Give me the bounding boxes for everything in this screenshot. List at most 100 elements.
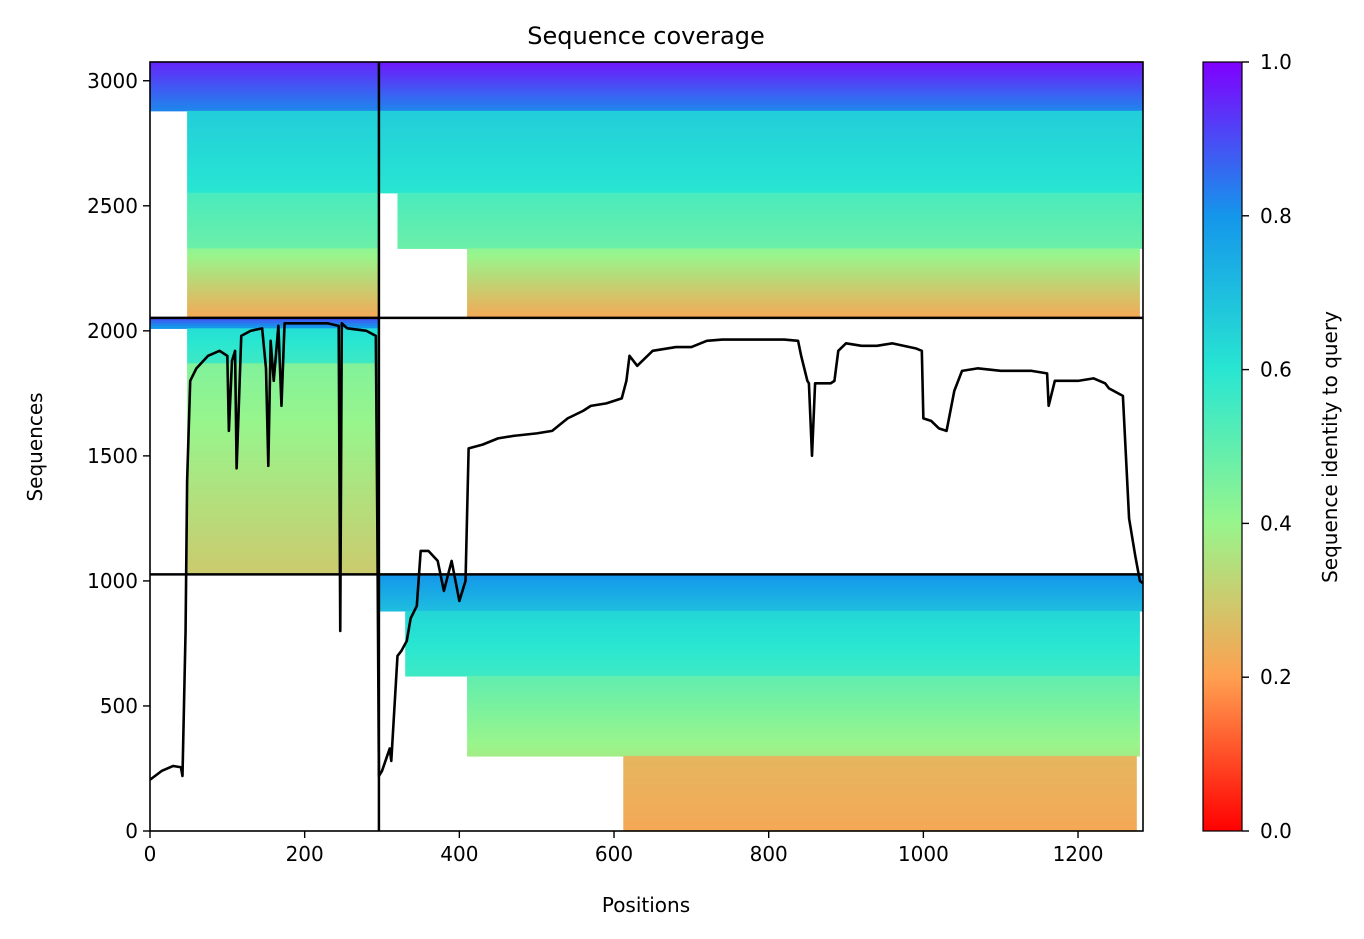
coverage-strip-3-0-4 bbox=[378, 585, 1143, 590]
coverage-strip-2-2-60 bbox=[187, 541, 379, 546]
coverage-strip-0-1-0 bbox=[187, 110, 379, 115]
coverage-strip-3-2-13 bbox=[467, 714, 1140, 719]
coverage-strip-0-2-3 bbox=[187, 201, 379, 206]
y-tick-label-6: 3000 bbox=[87, 69, 138, 93]
y-tick-label-5: 2500 bbox=[87, 194, 138, 218]
coverage-strip-0-1-20 bbox=[187, 169, 379, 173]
coverage-strip-1-3-4 bbox=[467, 259, 1140, 264]
coverage-strip-1-1-4 bbox=[378, 122, 1143, 127]
coverage-strip-2-2-24 bbox=[187, 434, 379, 439]
coverage-strip-1-3-14 bbox=[467, 288, 1140, 293]
x-tick-label-4: 800 bbox=[750, 842, 788, 866]
coverage-strip-0-0-1 bbox=[150, 64, 379, 69]
coverage-strip-0-1-8 bbox=[187, 134, 379, 138]
coverage-strip-1-1-8 bbox=[378, 134, 1143, 138]
x-tick-label-2: 400 bbox=[440, 842, 478, 866]
coverage-strip-1-1-23 bbox=[378, 178, 1143, 182]
coverage-strip-1-2-12 bbox=[397, 227, 1144, 232]
coverage-strip-0-0-13 bbox=[150, 99, 379, 103]
coverage-strip-0-3-0 bbox=[187, 248, 379, 252]
coverage-strip-2-2-31 bbox=[187, 455, 379, 460]
coverage-strip-3-3-7 bbox=[623, 776, 1137, 780]
coverage-strip-0-1-15 bbox=[187, 154, 379, 159]
coverage-strip-2-2-22 bbox=[187, 428, 379, 433]
coverage-strip-1-0-1 bbox=[378, 64, 1143, 69]
coverage-strip-0-0-12 bbox=[150, 96, 379, 100]
coverage-strip-2-2-26 bbox=[187, 440, 379, 445]
coverage-strip-3-1-3 bbox=[405, 619, 1140, 624]
coverage-strip-1-0-2 bbox=[378, 67, 1143, 72]
plot-frame bbox=[149, 61, 1144, 832]
coverage-strip-3-0-2 bbox=[378, 580, 1143, 584]
coverage-strip-3-3-12 bbox=[623, 790, 1137, 795]
coverage-strip-3-1-18 bbox=[405, 664, 1140, 668]
coverage-strip-1-1-11 bbox=[378, 142, 1143, 147]
coverage-strip-2-2-12 bbox=[187, 399, 379, 403]
coverage-block-0 bbox=[150, 62, 379, 319]
coverage-strip-3-1-9 bbox=[405, 637, 1140, 642]
coverage-strip-3-3-1 bbox=[623, 758, 1137, 763]
coverage-strip-2-2-51 bbox=[187, 514, 379, 519]
coverage-strip-0-3-19 bbox=[187, 303, 379, 307]
coverage-strip-2-2-62 bbox=[187, 547, 379, 552]
coverage-strip-1-0-3 bbox=[378, 70, 1143, 75]
coverage-strip-2-2-38 bbox=[187, 476, 379, 480]
coverage-strip-0-2-2 bbox=[187, 198, 379, 203]
coverage-strip-3-3-6 bbox=[623, 773, 1137, 777]
coverage-strip-3-1-13 bbox=[405, 649, 1140, 653]
coverage-strip-1-1-20 bbox=[378, 169, 1143, 173]
coverage-strip-1-1-7 bbox=[378, 131, 1143, 135]
coverage-strip-0-0-6 bbox=[150, 79, 379, 83]
y-tick-label-2: 1000 bbox=[87, 569, 138, 593]
coverage-strip-3-3-22 bbox=[623, 819, 1137, 823]
coverage-strip-0-1-17 bbox=[187, 160, 379, 165]
coverage-strip-3-2-23 bbox=[467, 744, 1140, 748]
coverage-strip-2-2-54 bbox=[187, 523, 379, 528]
coverage-strip-0-0-3 bbox=[150, 70, 379, 75]
coverage-strip-0-1-18 bbox=[187, 163, 379, 168]
coverage-strip-2-2-16 bbox=[187, 410, 379, 415]
coverage-strip-1-3-10 bbox=[467, 277, 1140, 281]
coverage-strip-1-0-9 bbox=[378, 87, 1143, 92]
coverage-strip-2-2-37 bbox=[187, 473, 379, 477]
coverage-strip-3-1-20 bbox=[405, 670, 1140, 674]
colorbar-tick-label-3: 0.6 bbox=[1260, 358, 1292, 382]
coverage-strip-3-3-16 bbox=[623, 802, 1137, 806]
coverage-strip-0-1-16 bbox=[187, 157, 379, 162]
coverage-strip-0-1-21 bbox=[187, 172, 379, 176]
coverage-strip-2-2-19 bbox=[187, 419, 379, 424]
coverage-strip-1-0-6 bbox=[378, 79, 1143, 83]
coverage-strip-0-3-12 bbox=[187, 283, 379, 287]
coverage-strip-2-2-17 bbox=[187, 413, 379, 418]
coverage-strip-1-2-13 bbox=[397, 230, 1144, 235]
coverage-strip-0-0-9 bbox=[150, 87, 379, 92]
coverage-strip-2-2-52 bbox=[187, 517, 379, 522]
coverage-strip-0-3-18 bbox=[187, 300, 379, 304]
coverage-strip-1-0-12 bbox=[378, 96, 1143, 100]
coverage-strip-2-2-40 bbox=[187, 482, 379, 486]
coverage-line-layer bbox=[149, 322, 1144, 781]
coverage-strip-1-1-15 bbox=[378, 154, 1143, 159]
coverage-strip-0-1-25 bbox=[187, 184, 379, 188]
coverage-strip-0-1-14 bbox=[187, 151, 379, 156]
coverage-strip-1-2-17 bbox=[397, 242, 1144, 246]
coverage-strip-1-0-5 bbox=[378, 76, 1143, 80]
coverage-strip-2-0-3 bbox=[150, 325, 379, 329]
coverage-strip-3-3-23 bbox=[623, 822, 1137, 826]
coverage-strip-0-2-17 bbox=[187, 242, 379, 246]
coverage-strip-0-3-17 bbox=[187, 297, 379, 302]
coverage-strip-0-2-0 bbox=[187, 192, 379, 197]
coverage-strip-3-0-8 bbox=[378, 596, 1143, 601]
y-tick-label-3: 1500 bbox=[87, 444, 138, 468]
coverage-strip-1-3-0 bbox=[467, 248, 1140, 252]
coverage-strip-1-1-18 bbox=[378, 163, 1143, 168]
coverage-strip-3-2-9 bbox=[467, 702, 1140, 707]
colorbar-tick-label-5: 1.0 bbox=[1260, 50, 1292, 74]
coverage-strip-2-2-47 bbox=[187, 503, 379, 507]
coverage-strip-0-2-5 bbox=[187, 207, 379, 211]
coverage-strip-1-3-20 bbox=[467, 306, 1140, 310]
coverage-strip-0-2-11 bbox=[187, 224, 379, 229]
coverage-strip-2-2-56 bbox=[187, 529, 379, 534]
colorbar-ticks: 0.0 0.2 0.4 0.6 0.8 1.0 bbox=[1242, 50, 1292, 843]
